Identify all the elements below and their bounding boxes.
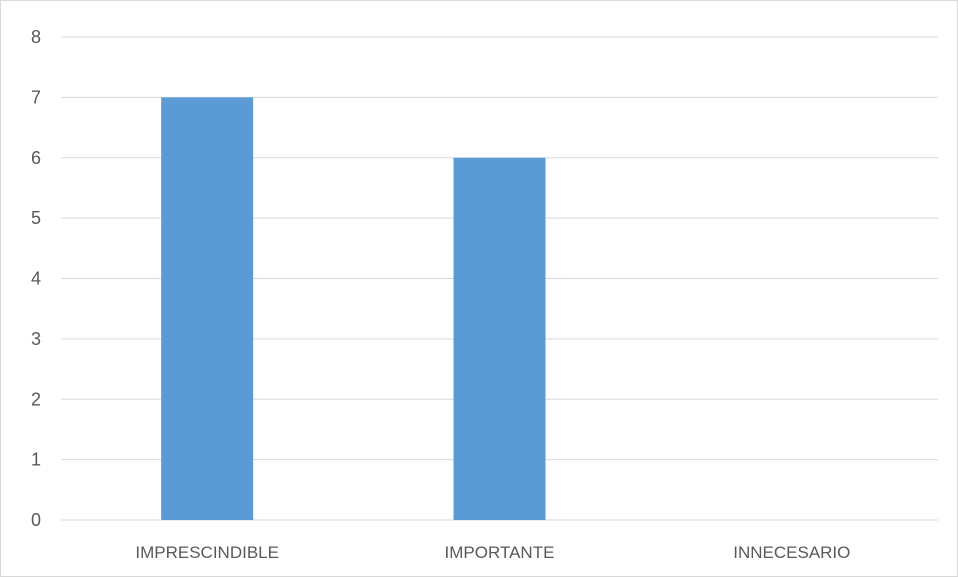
- x-category-label-imprescindible: IMPRESCINDIBLE: [135, 543, 279, 562]
- y-tick-label-5: 5: [31, 208, 41, 228]
- y-tick-label-4: 4: [31, 269, 41, 289]
- y-tick-label-0: 0: [31, 510, 41, 530]
- y-tick-label-6: 6: [31, 148, 41, 168]
- y-tick-label-2: 2: [31, 389, 41, 409]
- y-tick-label-1: 1: [31, 450, 41, 470]
- y-tick-label-3: 3: [31, 329, 41, 349]
- y-tick-label-8: 8: [31, 27, 41, 47]
- bars: [161, 97, 546, 520]
- y-axis-tick-labels: 0 1 2 3 4 5 6 7 8: [31, 27, 41, 530]
- x-axis-category-labels: IMPRESCINDIBLE IMPORTANTE INNECESARIO: [135, 543, 850, 562]
- y-tick-label-7: 7: [31, 87, 41, 107]
- bar-imprescindible: [161, 97, 254, 520]
- x-category-label-importante: IMPORTANTE: [445, 543, 555, 562]
- x-category-label-innecesario: INNECESARIO: [733, 543, 850, 562]
- bar-importante: [453, 157, 546, 520]
